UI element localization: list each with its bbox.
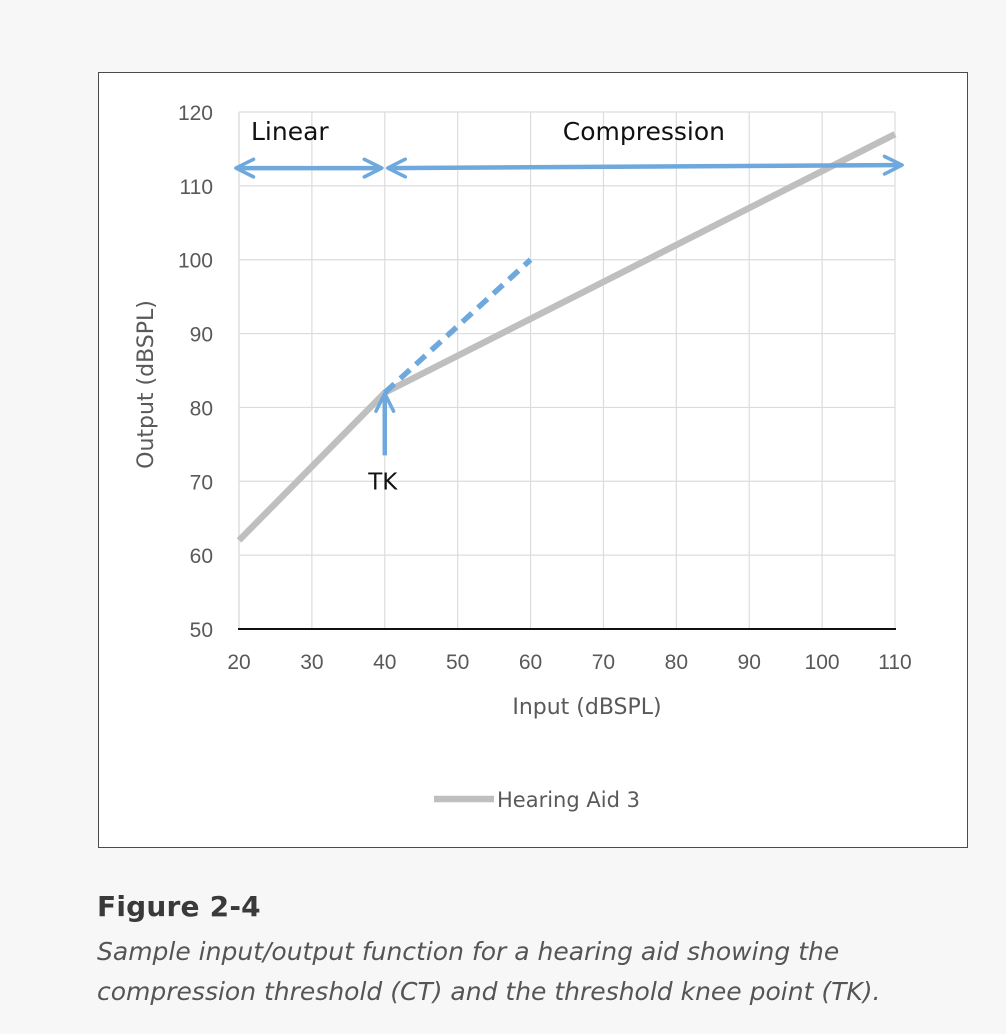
x-tick-label-20: 20 <box>227 651 250 674</box>
x-tick-label-100: 100 <box>805 651 840 674</box>
y-tick-label-60: 60 <box>190 545 213 568</box>
y-tick-label-100: 100 <box>178 250 213 273</box>
x-tick-label-30: 30 <box>300 651 323 674</box>
x-tick-label-40: 40 <box>373 651 396 674</box>
legend-label-hearing-aid-3: Hearing Aid 3 <box>497 788 640 812</box>
y-tick-label-50: 50 <box>190 619 213 642</box>
series-line-hearing-aid-3 <box>236 131 897 543</box>
figure-caption: Sample input/output function for a heari… <box>97 932 957 1012</box>
x-tick-label-60: 60 <box>519 651 542 674</box>
x-tick-label-110: 110 <box>878 651 911 674</box>
y-tick-label-110: 110 <box>180 176 213 199</box>
x-axis-label: Input (dBSPL) <box>512 695 661 720</box>
figure-caption-line-1: Sample input/output function for a heari… <box>97 937 840 966</box>
x-tick-label-50: 50 <box>446 651 469 674</box>
y-tick-label-70: 70 <box>190 471 213 494</box>
gridlines <box>239 111 896 629</box>
x-tick-label-70: 70 <box>592 651 615 674</box>
figure-title: Figure 2-4 <box>97 890 261 923</box>
x-tick-label-90: 90 <box>738 651 761 674</box>
axes: 20 30 40 50 60 70 80 90 100 110 120 110 100 90 80 70 60 5… <box>134 102 912 720</box>
y-tick-label-80: 80 <box>190 397 213 420</box>
y-tick-label-90: 90 <box>190 324 213 347</box>
legend: Hearing Aid 3 <box>434 788 640 812</box>
io-function-chart: 20 30 40 50 60 70 80 90 100 110 120 110 100 90 80 70 60 5… <box>134 102 912 812</box>
linear-region-label: Linear <box>251 117 329 146</box>
y-tick-label-120: 120 <box>178 102 213 125</box>
compression-region-label: Compression <box>563 117 725 146</box>
y-axis-label: Output (dBSPL) <box>134 300 159 469</box>
annotations: Linear Compression TK <box>234 117 904 495</box>
figure-caption-line-2: compression threshold (CT) and the thres… <box>97 977 881 1006</box>
series-layer <box>236 131 897 543</box>
x-tick-label-80: 80 <box>665 651 688 674</box>
compression-region-arrow <box>385 154 904 179</box>
chart-frame: 20 30 40 50 60 70 80 90 100 110 120 110 100 90 80 70 60 5… <box>98 72 968 848</box>
tk-label: TK <box>367 469 398 495</box>
dashed-linear-extension <box>382 257 533 395</box>
